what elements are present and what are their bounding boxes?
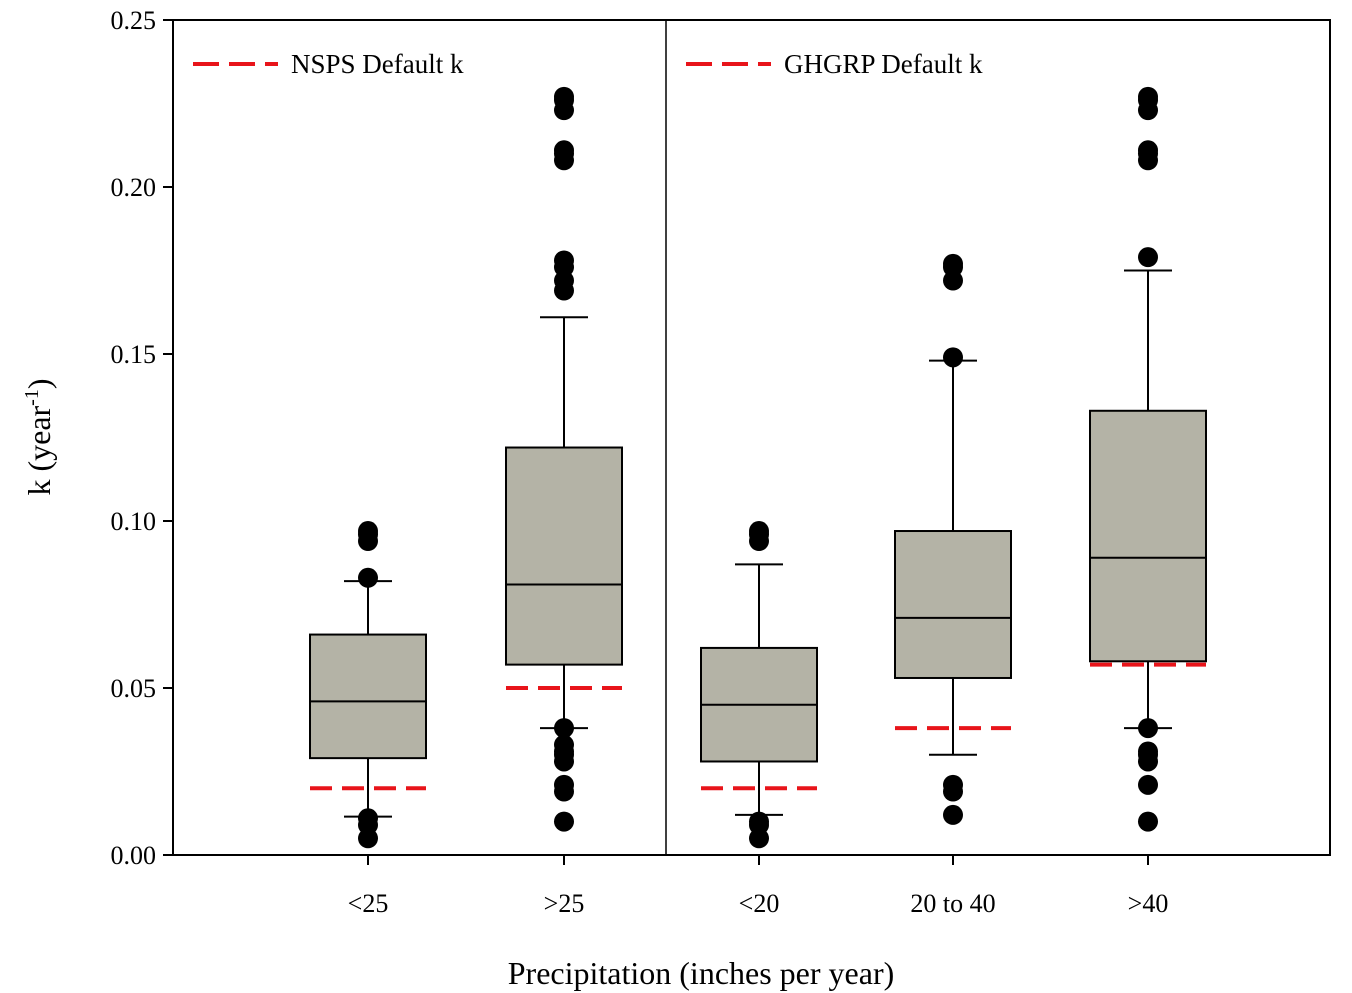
x-tick-label: <25 <box>348 889 389 918</box>
outlier-point <box>1138 247 1158 268</box>
outlier-point <box>1138 774 1158 795</box>
plot-frame <box>172 19 1331 856</box>
y-axis: 0.00 0.05 0.10 0.15 0.20 0.25 <box>111 6 173 870</box>
box-iqr <box>505 446 623 666</box>
outlier-point <box>554 811 574 832</box>
plot-area <box>172 19 1331 856</box>
group-1-0 <box>700 521 818 849</box>
y-axis-title-main: k (year <box>21 405 57 495</box>
x-tick-label: 20 to 40 <box>910 889 995 918</box>
legend-label-0: NSPS Default k <box>291 49 464 79</box>
outlier-point <box>1138 718 1158 739</box>
outlier-point <box>749 828 769 849</box>
legend-label-1: GHGRP Default k <box>784 49 983 79</box>
outlier-point <box>943 781 963 802</box>
outlier-point <box>554 280 574 301</box>
legends: NSPS Default k GHGRP Default k <box>193 49 983 79</box>
group-1-2 <box>1089 86 1207 832</box>
outlier-point <box>358 828 378 849</box>
y-tick-label: 0.20 <box>111 173 157 202</box>
group-0-0 <box>309 521 427 849</box>
x-tick-label: <20 <box>739 889 780 918</box>
y-tick-label: 0.05 <box>111 674 157 703</box>
box-iqr <box>1089 409 1207 663</box>
outlier-point <box>554 150 574 171</box>
outlier-point <box>1138 811 1158 832</box>
outlier-point <box>1138 150 1158 171</box>
outlier-point <box>358 567 378 588</box>
outlier-point <box>554 781 574 802</box>
y-axis-title-superscript: -1 <box>21 389 43 406</box>
outlier-point <box>1138 751 1158 772</box>
outlier-point <box>943 347 963 368</box>
y-axis-title: k (year-1) <box>21 378 57 495</box>
outlier-point <box>943 270 963 291</box>
y-tick-label: 0.10 <box>111 507 157 536</box>
outlier-point <box>554 751 574 772</box>
outlier-point <box>943 804 963 825</box>
x-tick-label: >40 <box>1128 889 1169 918</box>
outlier-point <box>554 100 574 121</box>
outlier-point <box>554 718 574 739</box>
y-tick-label: 0.25 <box>111 6 157 35</box>
box-iqr <box>309 633 427 760</box>
x-axis-title: Precipitation (inches per year) <box>508 955 895 991</box>
group-1-1 <box>894 253 1012 825</box>
x-axis: <25 >25 <20 20 to 40 >40 <box>348 855 1169 918</box>
outlier-point <box>1138 100 1158 121</box>
box-iqr <box>894 530 1012 679</box>
y-tick-label: 0.00 <box>111 841 157 870</box>
y-axis-title-close: ) <box>21 378 57 389</box>
outlier-point <box>749 531 769 552</box>
y-tick-label: 0.15 <box>111 340 157 369</box>
outlier-point <box>358 531 378 552</box>
group-0-1 <box>505 86 623 832</box>
x-tick-label: >25 <box>544 889 585 918</box>
